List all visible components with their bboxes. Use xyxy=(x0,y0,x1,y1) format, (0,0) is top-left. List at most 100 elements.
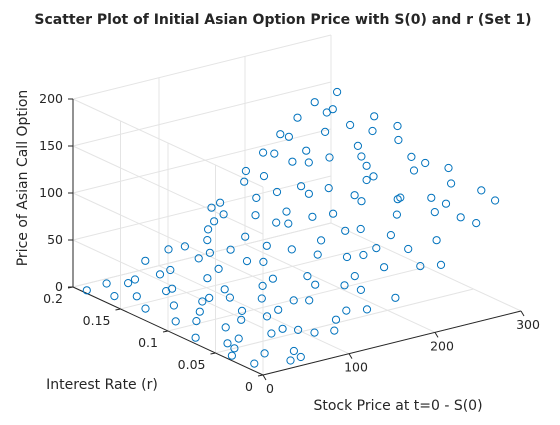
data-point xyxy=(350,272,359,281)
data-point xyxy=(205,248,214,257)
data-point xyxy=(430,208,439,217)
data-point xyxy=(357,197,366,206)
data-point xyxy=(342,252,352,262)
z-tick-label: 50 xyxy=(47,232,63,247)
data-point xyxy=(216,198,225,207)
data-point xyxy=(304,158,313,167)
data-point xyxy=(289,346,298,356)
data-point xyxy=(359,250,368,260)
axes-panes xyxy=(73,35,521,375)
data-point xyxy=(340,281,349,290)
data-point xyxy=(227,351,236,360)
data-point xyxy=(221,323,230,332)
data-point xyxy=(237,306,247,315)
data-point xyxy=(362,175,371,185)
data-point xyxy=(240,177,249,186)
data-point xyxy=(331,315,341,324)
data-point xyxy=(369,172,378,181)
data-point xyxy=(329,209,338,218)
data-point xyxy=(278,324,287,333)
data-point xyxy=(342,306,351,315)
data-point xyxy=(304,189,313,198)
data-point xyxy=(317,236,326,245)
data-point xyxy=(132,292,141,301)
data-point xyxy=(416,262,425,271)
data-point xyxy=(286,356,295,365)
data-point xyxy=(226,245,235,254)
data-point xyxy=(293,113,302,122)
data-point xyxy=(472,219,481,228)
x-tick-label: 300 xyxy=(516,317,540,332)
data-point xyxy=(396,193,405,202)
data-point xyxy=(368,126,377,136)
y-tick-label: 0.1 xyxy=(138,335,158,350)
data-points xyxy=(82,87,500,368)
data-point xyxy=(310,98,319,107)
data-point xyxy=(456,213,465,222)
data-point xyxy=(204,225,213,234)
data-point xyxy=(203,274,212,283)
data-point xyxy=(356,285,365,294)
data-point xyxy=(380,263,389,272)
y-tick-mark xyxy=(257,374,264,377)
data-point xyxy=(164,245,173,254)
data-point xyxy=(270,149,279,158)
data-point xyxy=(447,179,456,188)
data-point xyxy=(477,186,486,195)
data-point xyxy=(124,279,133,288)
data-point xyxy=(171,317,180,326)
data-point xyxy=(130,275,140,284)
grid-line-z-back xyxy=(72,34,332,100)
data-point xyxy=(162,287,171,296)
y-tick-label: 0.05 xyxy=(178,357,206,372)
data-point xyxy=(260,349,269,358)
data-point xyxy=(267,329,276,338)
data-point xyxy=(296,352,305,362)
x-tick-mark xyxy=(348,353,353,359)
data-point xyxy=(441,199,451,208)
data-point xyxy=(258,281,267,290)
data-point xyxy=(341,226,350,235)
x-axis-line xyxy=(262,310,522,376)
data-point xyxy=(192,317,201,326)
data-point xyxy=(356,224,365,234)
data-point xyxy=(250,359,259,368)
data-point xyxy=(262,312,272,321)
grid-line-z-side xyxy=(72,192,264,282)
data-point xyxy=(421,158,430,168)
grid-line-z-back xyxy=(72,222,332,288)
data-point xyxy=(207,203,216,212)
data-point xyxy=(350,191,359,200)
data-point xyxy=(214,264,223,273)
data-point xyxy=(386,231,395,240)
data-point xyxy=(252,193,261,202)
data-point xyxy=(287,245,296,254)
data-point xyxy=(259,257,268,266)
x-tick-mark xyxy=(520,310,525,317)
data-point xyxy=(284,132,293,141)
grid-line-z-side xyxy=(72,145,264,235)
z-tick-label: 150 xyxy=(39,138,63,153)
grid-line-z-back xyxy=(72,175,332,241)
data-point xyxy=(303,272,312,281)
data-point xyxy=(241,232,250,241)
data-point xyxy=(237,315,246,324)
data-point xyxy=(310,328,319,337)
y-tick-mark xyxy=(115,308,121,311)
data-point xyxy=(288,157,297,166)
data-point xyxy=(219,210,228,219)
x-tick-label: 100 xyxy=(344,360,368,375)
data-point xyxy=(404,244,413,254)
z-axis-label: Price of Asian Call Option xyxy=(15,90,31,267)
data-point xyxy=(436,260,446,269)
data-point xyxy=(194,254,203,263)
data-point xyxy=(394,135,403,145)
data-point xyxy=(274,305,283,314)
data-point xyxy=(259,172,269,181)
data-point xyxy=(203,236,212,245)
chart-title: Scatter Plot of Initial Asian Option Pri… xyxy=(34,12,531,28)
data-point xyxy=(311,280,320,289)
data-point xyxy=(223,339,232,348)
data-point xyxy=(262,241,271,250)
